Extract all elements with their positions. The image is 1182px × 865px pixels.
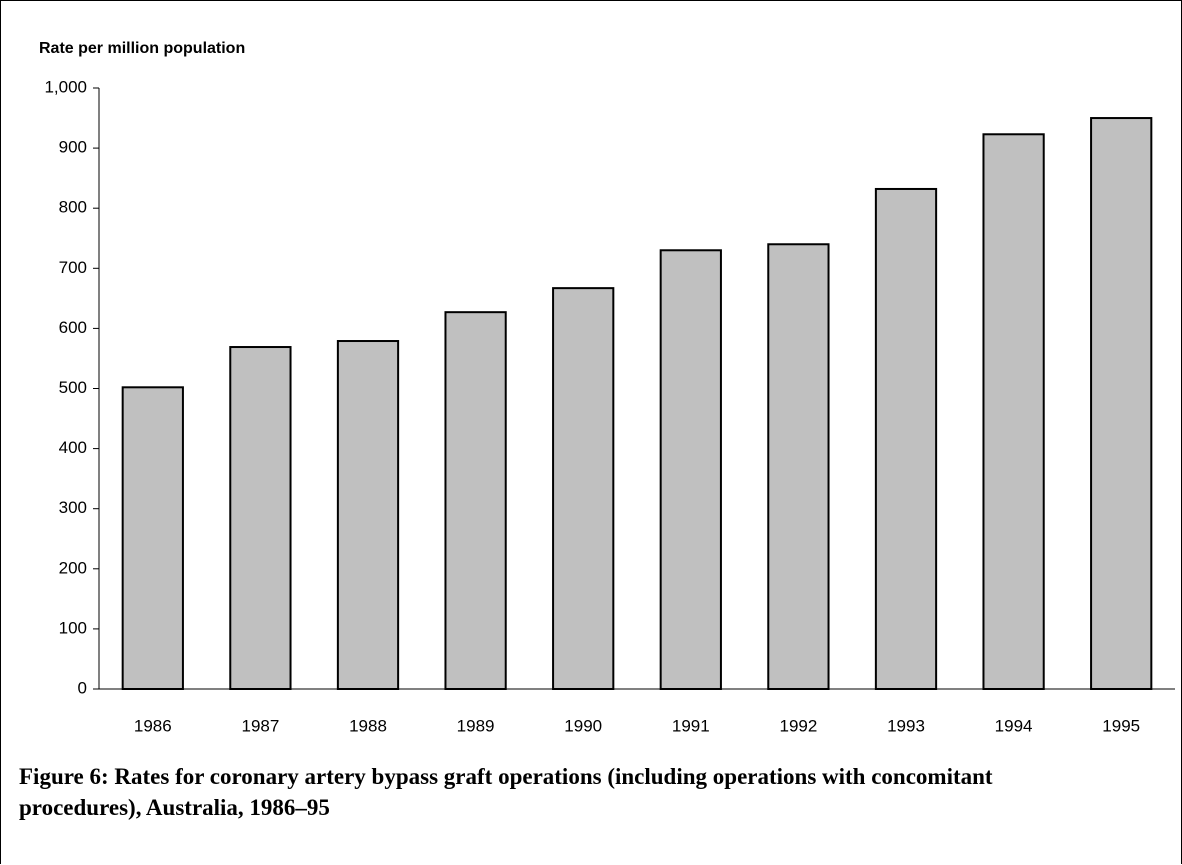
bar (444, 311, 507, 690)
bar (659, 249, 722, 691)
y-tick-label: 0 (78, 678, 87, 697)
bar (1090, 117, 1153, 691)
y-tick-label: 700 (59, 258, 87, 277)
x-tick-label: 1990 (564, 716, 602, 735)
x-tick-label: 1995 (1102, 716, 1140, 735)
bar (229, 346, 292, 690)
bar (336, 340, 400, 690)
x-tick-label: 1986 (134, 716, 172, 735)
caption: Figure 6: Rates for coronary artery bypa… (19, 764, 993, 820)
bar (121, 386, 184, 690)
bar (982, 133, 1045, 691)
bar (552, 287, 615, 690)
y-tick-label: 900 (59, 138, 87, 157)
x-tick-label: 1993 (887, 716, 925, 735)
axis-title: Rate per million population (39, 40, 245, 57)
bar (767, 243, 830, 690)
y-tick-label: 400 (59, 438, 87, 457)
x-tick-label: 1988 (349, 716, 387, 735)
y-tick-label: 300 (59, 498, 87, 517)
y-tick-label: 600 (59, 318, 87, 337)
x-tick-label: 1991 (672, 716, 710, 735)
y-tick-label: 100 (59, 618, 87, 637)
y-tick-label: 500 (59, 378, 87, 397)
y-tick-label: 200 (59, 558, 87, 577)
x-tick-label: 1994 (995, 716, 1033, 735)
y-tick-label: 1,000 (44, 77, 87, 96)
y-tick-label: 800 (59, 198, 87, 217)
bar (874, 187, 938, 691)
x-tick-label: 1987 (241, 716, 279, 735)
x-tick-label: 1989 (457, 716, 495, 735)
x-tick-label: 1992 (779, 716, 817, 735)
